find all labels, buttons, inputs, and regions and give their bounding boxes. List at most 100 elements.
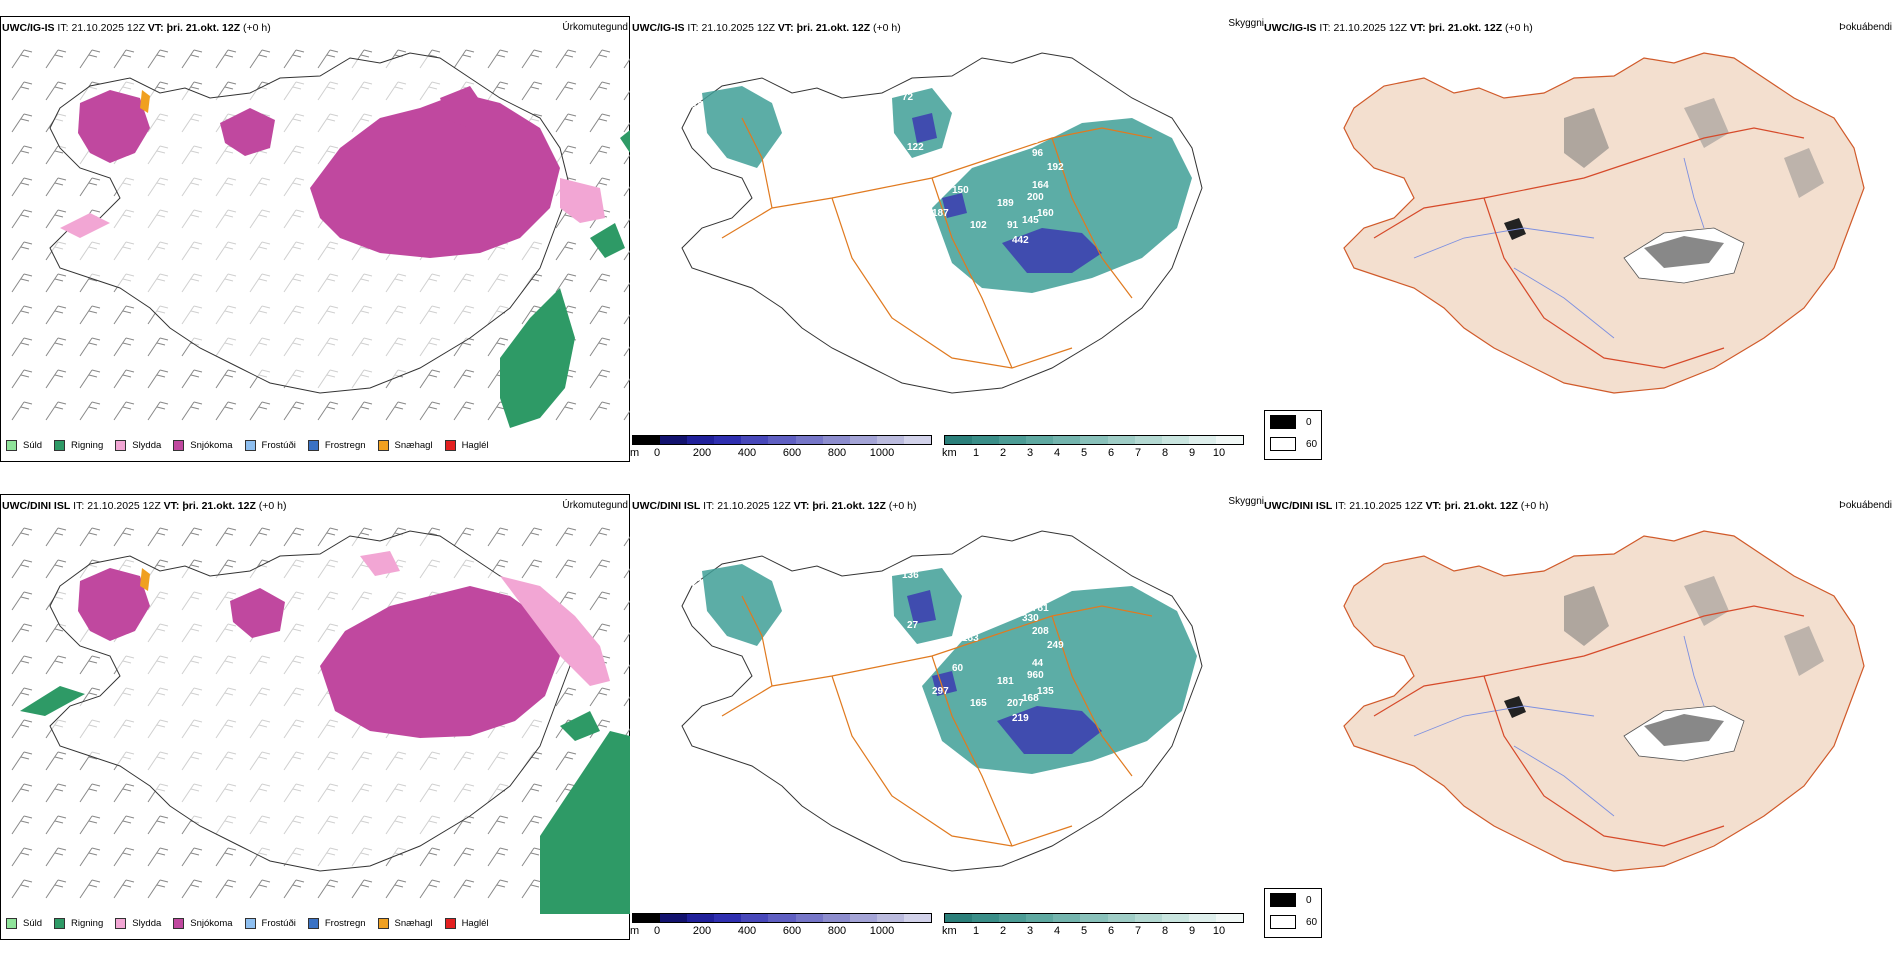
elevation-label: 102 bbox=[970, 220, 987, 231]
wind-barb bbox=[283, 49, 305, 69]
it-label: IT: bbox=[73, 500, 85, 512]
elevation-label: 129 bbox=[882, 748, 899, 759]
wind-barb bbox=[215, 527, 237, 547]
wind-barb bbox=[79, 401, 101, 421]
elevation-label: 442 bbox=[1012, 235, 1029, 246]
wind-barb bbox=[317, 527, 339, 547]
visibility-ticks: 1 2 3 4 5 6 7 8 9 10 bbox=[944, 923, 1244, 937]
wind-barb bbox=[45, 273, 67, 293]
elevation-label: 94 bbox=[982, 588, 994, 599]
colorbar-tick: 800 bbox=[827, 447, 847, 459]
elevation-label: 91 bbox=[1007, 220, 1019, 231]
wind-barb bbox=[11, 879, 33, 899]
visibility-unit: km bbox=[942, 447, 957, 459]
wind-barb bbox=[351, 879, 373, 899]
wind-barb bbox=[623, 314, 630, 325]
wind-barb bbox=[113, 815, 135, 835]
wind-barb bbox=[453, 879, 475, 899]
wind-barb bbox=[147, 815, 169, 835]
elevation-label: 200 bbox=[1027, 192, 1044, 203]
wind-barb bbox=[555, 751, 577, 771]
legend-item: Snæhagl bbox=[377, 918, 433, 929]
elevation-label: 21 bbox=[692, 578, 704, 589]
colorbar-tick: 5 bbox=[1080, 447, 1088, 459]
elevation-label: 781 bbox=[1032, 603, 1049, 614]
fog-spot bbox=[1504, 696, 1526, 718]
fog-shade bbox=[1784, 148, 1824, 198]
it-value: 21.10.2025 12Z bbox=[87, 500, 161, 512]
fog-indicator-panel: UWC/IG-IS IT: 21.10.2025 12Z VT: þri. 21… bbox=[1264, 10, 1900, 480]
elevation-label: 960 bbox=[1027, 670, 1044, 681]
wind-barb bbox=[589, 401, 611, 421]
wind-barb bbox=[11, 783, 33, 803]
visibility-unit: km bbox=[942, 925, 957, 937]
colorbar-swatch bbox=[633, 914, 661, 922]
fog-indicator-panel: UWC/DINI ISL IT: 21.10.2025 12Z VT: þri.… bbox=[1264, 488, 1900, 958]
colorbar-swatch bbox=[741, 436, 769, 444]
wind-barb bbox=[453, 369, 475, 389]
model-name: UWC/IG-IS bbox=[632, 22, 685, 34]
elevation-label: 219 bbox=[1012, 713, 1029, 724]
wind-barb bbox=[521, 879, 543, 899]
wind-barb bbox=[555, 241, 577, 261]
colorbar-tick: 2 bbox=[999, 447, 1007, 459]
lead-time: (+0 h) bbox=[258, 500, 287, 512]
wind-barb bbox=[181, 879, 203, 899]
cloud-legend-light: 60 bbox=[1270, 437, 1317, 451]
colorbar-swatch bbox=[660, 914, 688, 922]
colorbar-swatch bbox=[768, 914, 796, 922]
visibility-panel: UWC/DINI ISL IT: 21.10.2025 12Z VT: þri.… bbox=[630, 488, 1264, 958]
swatch-rain bbox=[54, 918, 66, 929]
snow-area bbox=[78, 90, 150, 163]
elevation-colorbar: m 0 200 400 600 800 1000 bbox=[630, 435, 932, 463]
wind-barb bbox=[181, 369, 203, 389]
elevation-label: 112 bbox=[894, 763, 911, 774]
colorbar-swatch bbox=[945, 914, 973, 922]
elevation-label: 145 bbox=[1022, 215, 1039, 226]
it-label: IT: bbox=[57, 22, 69, 34]
lead-time: (+0 h) bbox=[1520, 500, 1549, 512]
wind-barb bbox=[113, 305, 135, 325]
elevation-label: 31 bbox=[882, 270, 894, 281]
colorbar-tick: 9 bbox=[1188, 447, 1196, 459]
rain-area bbox=[620, 130, 630, 153]
cloud-legend-dark: 0 bbox=[1270, 415, 1312, 429]
colorbar-swatch bbox=[1215, 914, 1244, 922]
wind-barb bbox=[181, 847, 203, 867]
snow-area bbox=[310, 93, 560, 258]
elevation-label: 165 bbox=[970, 698, 987, 709]
precip-type-panel: UWC/IG-IS IT: 21.10.2025 12Z VT: þri. 21… bbox=[0, 10, 632, 480]
lead-time: (+0 h) bbox=[873, 22, 901, 34]
legend-item: Slydda bbox=[115, 918, 161, 929]
swatch-drizzle bbox=[6, 918, 17, 929]
wind-barb bbox=[623, 154, 630, 165]
wind-barb bbox=[11, 559, 33, 579]
colorbar-swatch bbox=[1107, 436, 1135, 444]
elevation-ticks: 0 200 400 600 800 1000 bbox=[632, 923, 932, 937]
wind-barb bbox=[11, 209, 33, 229]
colorbar-swatch bbox=[876, 914, 904, 922]
visibility-map: 1818819172688200949012246048524897439619… bbox=[672, 52, 1203, 394]
wind-barb bbox=[589, 559, 611, 579]
wind-barb bbox=[555, 559, 577, 579]
swatch-hail bbox=[444, 918, 456, 929]
vt-value: þri. 21.okt. 12Z bbox=[166, 22, 241, 34]
wind-barb bbox=[317, 401, 339, 421]
wind-barb bbox=[589, 273, 611, 293]
it-value: 21.10.2025 12Z bbox=[701, 22, 775, 34]
colorbar-tick: 200 bbox=[692, 925, 712, 937]
colorbar-tick: 0 bbox=[653, 447, 661, 459]
low-visibility-area bbox=[702, 564, 782, 646]
cloud-legend: 0 60 bbox=[1264, 410, 1322, 460]
high-terrain-area bbox=[907, 590, 936, 624]
elevation-label: 76 bbox=[852, 598, 864, 609]
high-terrain-area bbox=[932, 671, 957, 696]
legend-item: Snæhagl bbox=[377, 440, 433, 451]
wind-barb bbox=[11, 49, 33, 69]
colorbar-tick: 7 bbox=[1134, 447, 1142, 459]
colorbar-tick: 8 bbox=[1161, 447, 1169, 459]
snow-pellets-area bbox=[140, 568, 150, 591]
elevation-label: 136 bbox=[902, 570, 919, 581]
it-label: IT: bbox=[1335, 500, 1347, 512]
